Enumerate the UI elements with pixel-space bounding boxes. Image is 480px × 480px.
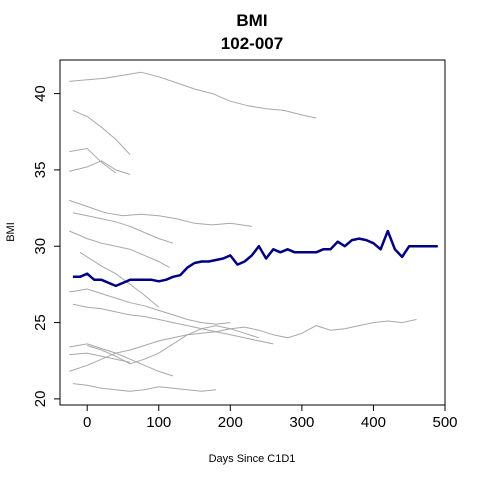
- background-series-group: [69, 71, 417, 392]
- y-tick-label: 25: [32, 314, 49, 331]
- x-tick-label: 200: [218, 414, 243, 431]
- background-series-line-8: [79, 251, 160, 308]
- y-tick-label: 40: [32, 85, 49, 102]
- background-series-line-15: [87, 325, 260, 365]
- x-tick-label: 300: [289, 414, 314, 431]
- background-series-line-13: [69, 352, 131, 363]
- x-tick-label: 500: [432, 414, 457, 431]
- x-tick-label: 400: [361, 414, 386, 431]
- chart-title: BMI: [236, 11, 267, 30]
- y-axis-label: BMI: [5, 222, 17, 242]
- x-tick-label: 0: [83, 414, 91, 431]
- highlight-series-line: [72, 229, 438, 288]
- background-series-line-11: [69, 319, 417, 372]
- background-series-line-9: [69, 288, 231, 325]
- x-axis-label: Days Since C1D1: [209, 453, 296, 465]
- background-series-line-2: [72, 109, 131, 155]
- background-series-line-10: [72, 303, 274, 345]
- x-axis: 0 100 200 300 400 500: [83, 404, 458, 431]
- y-tick-label: 20: [32, 391, 49, 408]
- background-series-line-3: [69, 147, 117, 174]
- background-series-line-1: [69, 71, 317, 119]
- y-tick-label: 30: [32, 238, 49, 255]
- y-axis: 20 25 30 35 40: [32, 85, 61, 408]
- background-series-line-6: [72, 212, 174, 244]
- background-series-line-12: [72, 383, 217, 392]
- chart-subtitle: 102-007: [221, 34, 283, 53]
- highlight-series-group: [72, 229, 438, 288]
- x-tick-label: 100: [146, 414, 171, 431]
- y-tick-label: 35: [32, 162, 49, 179]
- background-series-line-7: [69, 230, 170, 269]
- background-series-line-14: [69, 343, 174, 377]
- background-series-line-4: [69, 160, 131, 175]
- background-series-line-5: [69, 199, 252, 227]
